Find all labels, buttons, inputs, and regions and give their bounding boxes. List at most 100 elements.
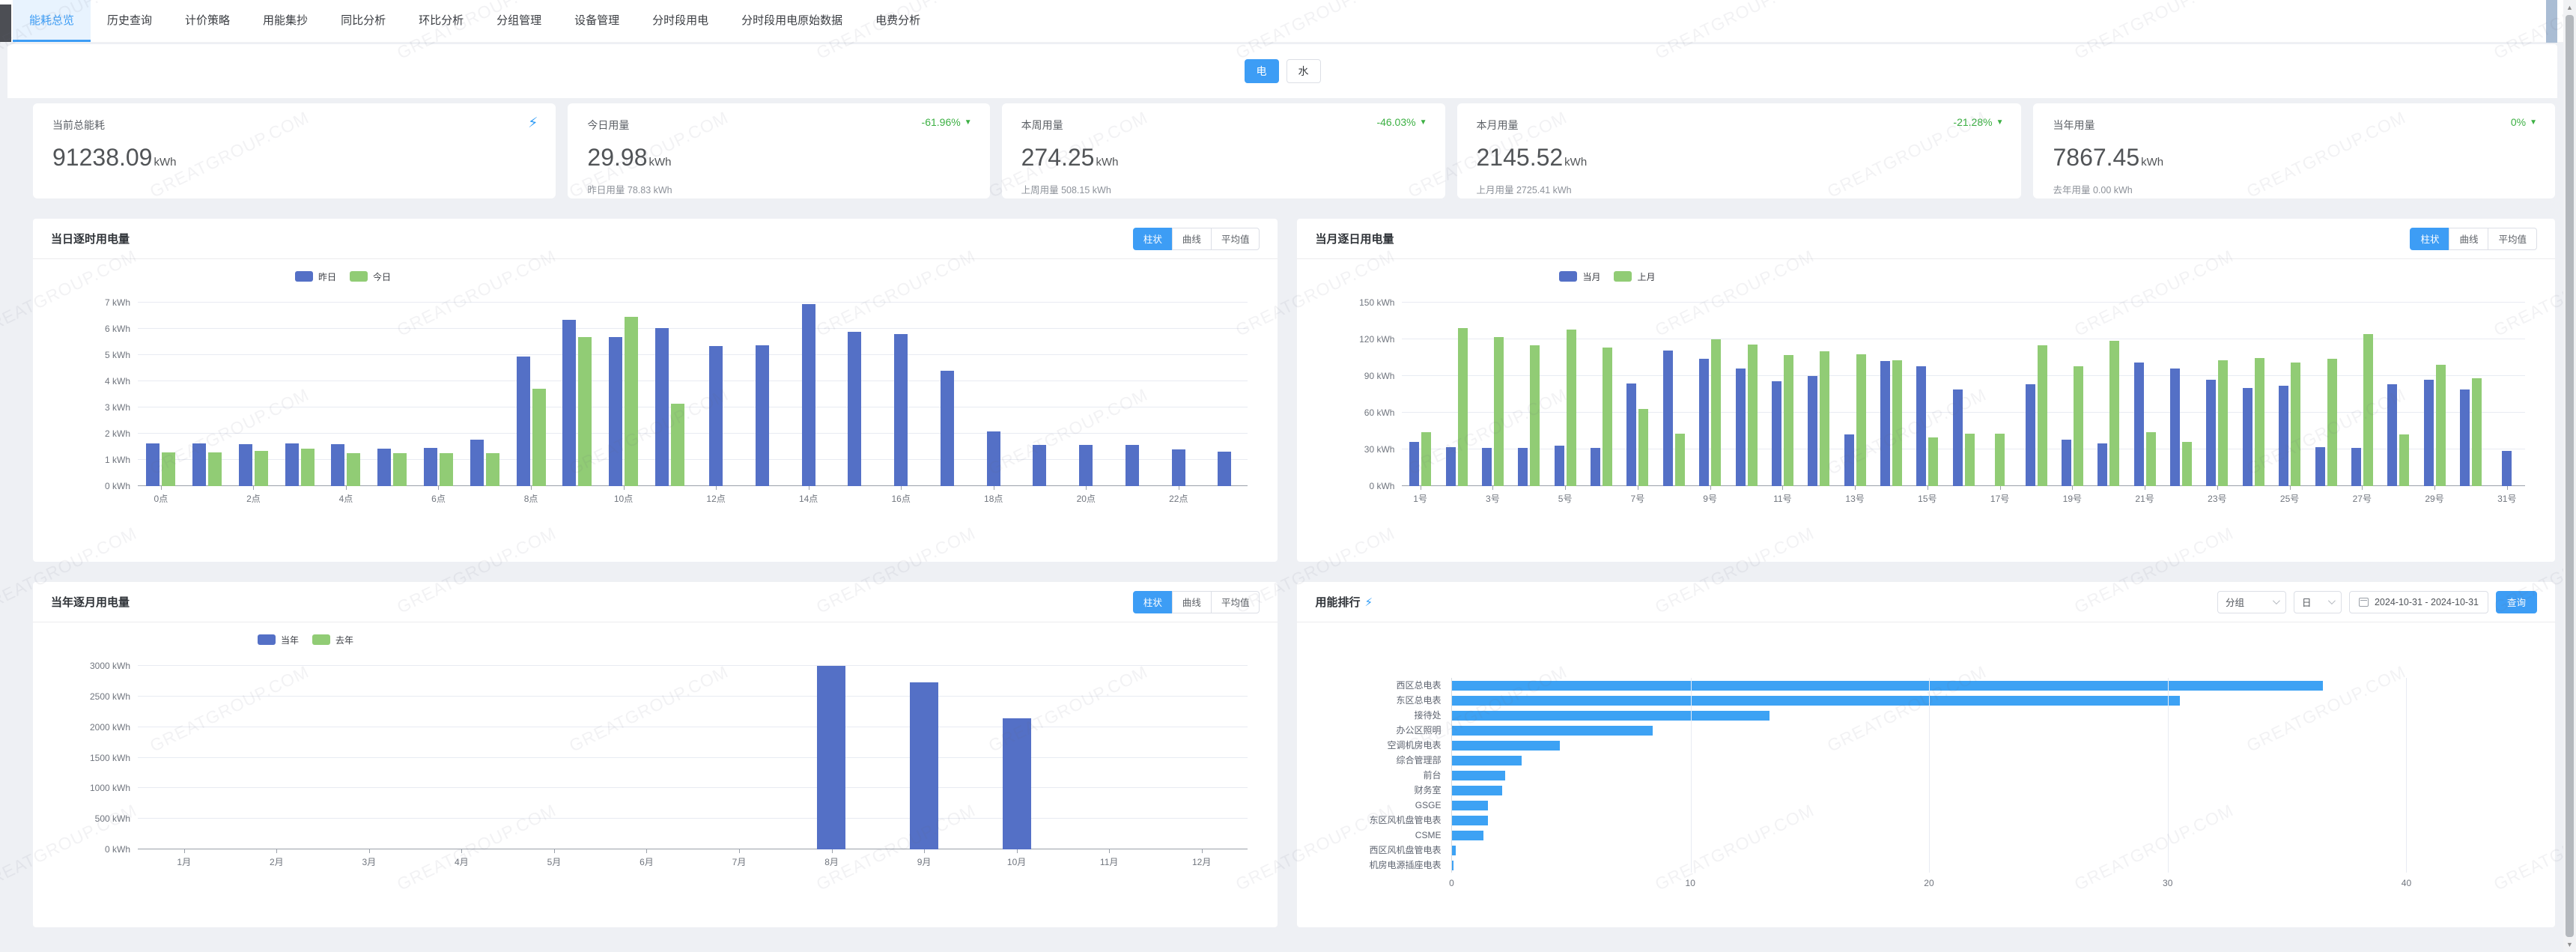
bar: [2133, 363, 2144, 486]
rank-category-label: 东区风机盘管电表: [1369, 815, 1442, 825]
nav-tab-6[interactable]: 环比分析: [419, 14, 464, 27]
legend-item[interactable]: 上月: [1614, 270, 1655, 283]
x-axis-label: 23号: [2208, 494, 2227, 504]
period-select[interactable]: 日: [2293, 590, 2342, 613]
scrollbar-up-arrow[interactable]: ▲: [2566, 4, 2573, 11]
stat-card-sub: 昨日用量 78.83 kWh: [587, 185, 672, 195]
stat-card-title: 本月用量: [1476, 119, 1519, 131]
y-axis-label: 1 kWh: [104, 455, 130, 465]
view-bar-button[interactable]: 柱状: [1132, 590, 1173, 613]
y-axis-label: 6 kWh: [104, 324, 130, 334]
bar: [1783, 355, 1793, 486]
nav-tab-7[interactable]: 分组管理: [496, 14, 542, 27]
bar: [2218, 360, 2229, 486]
date-range-picker[interactable]: 2024-10-31 - 2024-10-31: [2348, 590, 2488, 613]
x-axis-label: 18点: [984, 494, 1003, 504]
view-average-button[interactable]: 平均值: [1210, 590, 1260, 613]
stat-card-title: 当年用量: [2053, 119, 2095, 131]
bar: [1452, 845, 1456, 855]
bar: [1554, 446, 1564, 486]
stat-card-title: 当前总能耗: [52, 119, 105, 131]
view-bar-button[interactable]: 柱状: [1132, 227, 1173, 250]
bar: [1591, 448, 1601, 486]
nav-tab-9[interactable]: 分时段用电: [652, 14, 709, 27]
query-button[interactable]: 查询: [2495, 590, 2537, 613]
nav-left-strip: [0, 4, 11, 42]
stat-card: 今日用量 -61.96% ▼ 29.98 kWh 昨日用量 78.83 kWh: [568, 103, 990, 198]
x-axis-label: 6点: [431, 494, 446, 504]
bar: [1916, 366, 1927, 486]
nav-tab-11[interactable]: 电费分析: [875, 14, 921, 27]
lightning-icon: ⚡: [1364, 595, 1373, 609]
scrollbar-thumb[interactable]: [2566, 15, 2574, 937]
legend-item[interactable]: 今日: [350, 270, 391, 283]
bar: [2182, 442, 2193, 486]
legend-label: 上月: [1637, 271, 1656, 282]
x-axis-label: 21号: [2135, 494, 2154, 504]
stat-card-percent: 0% ▼: [2511, 116, 2537, 128]
nav-tab-1[interactable]: 能耗总览: [13, 0, 91, 42]
group-select[interactable]: 分组: [2217, 590, 2286, 613]
x-axis-label: 13号: [1845, 494, 1865, 504]
view-average-button[interactable]: 平均值: [1210, 227, 1260, 250]
rank-category-label: GSGE: [1415, 800, 1442, 810]
bar: [670, 404, 684, 486]
scrollbar[interactable]: ▲ ▼: [2563, 0, 2576, 952]
nav-tab-10[interactable]: 分时段用电原始数据: [741, 14, 843, 27]
bar: [2254, 357, 2264, 486]
bar: [1711, 339, 1722, 486]
view-bar-button[interactable]: 柱状: [2410, 227, 2450, 250]
chart-legend: 当年 去年: [258, 633, 1278, 646]
stat-card-number: 29.98: [587, 144, 648, 171]
stat-card-value: 91238.09 kWh: [52, 144, 536, 172]
x-axis-label: 40: [2401, 878, 2412, 888]
y-axis-label: 90 kWh: [1364, 371, 1395, 381]
stat-card-unit: kWh: [1096, 156, 1119, 169]
legend-item[interactable]: 去年: [312, 634, 353, 646]
x-axis-label: 9月: [917, 857, 932, 867]
bar: [1662, 350, 1673, 486]
view-line-button[interactable]: 曲线: [1171, 227, 1212, 250]
stat-card-percent: -21.28% ▼: [1953, 116, 2003, 128]
rank-category-label: 办公区照明: [1396, 725, 1442, 736]
x-axis-label: 0: [1449, 878, 1454, 888]
bar: [192, 443, 207, 486]
rank-category-label: 综合管理部: [1396, 755, 1442, 765]
bar: [2061, 439, 2071, 486]
group-select-value: 分组: [2225, 598, 2244, 608]
stat-card-value: 274.25 kWh: [1021, 144, 1426, 172]
bar: [1518, 448, 1528, 486]
view-line-button[interactable]: 曲线: [1171, 590, 1212, 613]
nav-tab-4[interactable]: 用能集抄: [263, 14, 309, 27]
legend-item[interactable]: 昨日: [295, 270, 336, 283]
bar: [2472, 378, 2482, 486]
x-axis-label: 19号: [2062, 494, 2083, 504]
bar: [2025, 384, 2035, 486]
y-axis-label: 500 kWh: [94, 813, 130, 825]
view-average-button[interactable]: 平均值: [2488, 227, 2537, 250]
nav-tab-5[interactable]: 同比分析: [341, 14, 386, 27]
view-line-button[interactable]: 曲线: [2449, 227, 2489, 250]
bar: [1452, 695, 2180, 706]
legend-label: 今日: [373, 271, 392, 282]
bar: [2170, 369, 2181, 486]
nav-tab-3[interactable]: 计价策略: [185, 14, 231, 27]
bar: [1125, 444, 1139, 486]
legend-label: 昨日: [318, 271, 337, 282]
nav-tab-2[interactable]: 历史查询: [107, 14, 153, 27]
legend-item[interactable]: 当年: [258, 634, 299, 646]
energy-toggle-option-2[interactable]: 水: [1286, 59, 1321, 83]
legend-swatch: [350, 271, 368, 282]
stat-card-title: 本周用量: [1021, 119, 1063, 131]
bar: [162, 452, 176, 486]
energy-type-toggle: 电水: [1244, 59, 1321, 83]
scrollbar-down-arrow[interactable]: ▼: [2566, 941, 2573, 948]
down-triangle-icon: ▼: [1996, 118, 2004, 127]
bar: [910, 682, 939, 849]
energy-toggle-option-1[interactable]: 电: [1244, 59, 1279, 83]
legend-item[interactable]: 当月: [1559, 270, 1600, 283]
nav-tab-8[interactable]: 设备管理: [574, 14, 620, 27]
bar: [1481, 448, 1492, 486]
rank-category-label: 财务室: [1414, 785, 1442, 795]
x-axis-label: 29号: [2425, 494, 2444, 504]
